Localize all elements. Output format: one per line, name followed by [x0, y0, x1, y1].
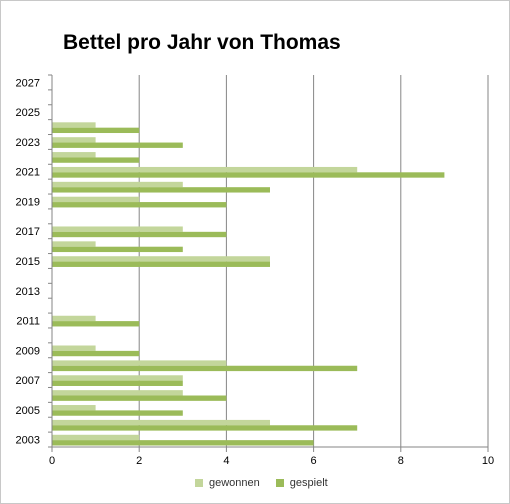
bar-gewonnen-2009: [52, 345, 96, 351]
bar-gespielt-2005: [52, 410, 183, 416]
y-tick-label-2013: 2013: [16, 286, 40, 298]
y-tick-label-2003: 2003: [16, 435, 40, 447]
y-tick-label-2011: 2011: [16, 316, 40, 328]
bar-gespielt-2009: [52, 350, 140, 357]
y-tick-label-2027: 2027: [16, 77, 40, 89]
y-tick-label-2007: 2007: [16, 375, 40, 387]
legend-item-gewonnen: gewonnen: [195, 477, 260, 489]
bar-gewonnen-2015: [52, 256, 270, 262]
bar-gespielt-2023: [52, 142, 183, 148]
legend-label-gewonnen: gewonnen: [209, 477, 260, 489]
x-tick-label-2: 2: [136, 455, 142, 467]
legend-swatch-gewonnen: [195, 479, 203, 487]
bar-gewonnen-2005: [52, 405, 96, 411]
x-tick-label-8: 8: [398, 455, 404, 467]
bar-gewonnen-2021: [52, 166, 358, 173]
y-tick-label-2023: 2023: [16, 137, 40, 149]
bar-gespielt-2017: [52, 231, 227, 238]
bar-gewonnen-2004: [52, 419, 270, 426]
bar-gespielt-2019: [52, 202, 227, 208]
bar-gespielt-2004: [52, 425, 358, 431]
bar-gespielt-2020: [52, 187, 270, 193]
bar-gewonnen-2007: [52, 375, 183, 381]
bar-gewonnen-2022: [52, 152, 96, 158]
bar-gewonnen-2016: [52, 241, 96, 247]
bar-gespielt-2022: [52, 157, 140, 163]
bar-gewonnen-2019: [52, 196, 140, 203]
bar-gewonnen-2023: [52, 137, 96, 143]
legend-label-gespielt: gespielt: [289, 477, 328, 489]
bar-gespielt-2015: [52, 261, 270, 267]
bar-gewonnen-2003: [52, 434, 140, 441]
bar-gewonnen-2020: [52, 181, 183, 188]
legend: gewonnen gespielt: [195, 477, 344, 489]
bar-gespielt-2021: [52, 172, 445, 178]
bar-gespielt-2011: [52, 321, 140, 327]
bar-gespielt-2024: [52, 127, 140, 134]
bar-gewonnen-2017: [52, 226, 183, 232]
bar-gespielt-2007: [52, 380, 183, 386]
legend-swatch-gespielt: [275, 479, 284, 487]
y-tick-label-2009: 2009: [16, 345, 40, 357]
bar-gewonnen-2024: [52, 122, 96, 128]
x-tick-label-4: 4: [223, 455, 229, 467]
y-tick-label-2015: 2015: [16, 256, 40, 268]
y-tick-label-2005: 2005: [16, 405, 40, 417]
x-tick-label-0: 0: [49, 455, 55, 467]
y-tick-label-2025: 2025: [16, 107, 40, 119]
bar-gewonnen-2006: [52, 390, 183, 396]
y-tick-label-2017: 2017: [16, 226, 40, 238]
bar-gewonnen-2008: [52, 360, 227, 366]
legend-item-gespielt: gespielt: [275, 477, 328, 489]
x-tick-label-10: 10: [482, 455, 494, 467]
x-tick-label-6: 6: [311, 455, 317, 467]
bar-gewonnen-2011: [52, 315, 96, 322]
y-tick-label-2021: 2021: [16, 167, 40, 179]
bar-gespielt-2006: [52, 395, 227, 401]
bar-gespielt-2003: [52, 440, 314, 446]
bar-gespielt-2008: [52, 365, 358, 372]
chart-title: Bettel pro Jahr von Thomas: [63, 31, 341, 54]
y-tick-label-2019: 2019: [16, 196, 40, 208]
bar-gespielt-2016: [52, 246, 183, 253]
